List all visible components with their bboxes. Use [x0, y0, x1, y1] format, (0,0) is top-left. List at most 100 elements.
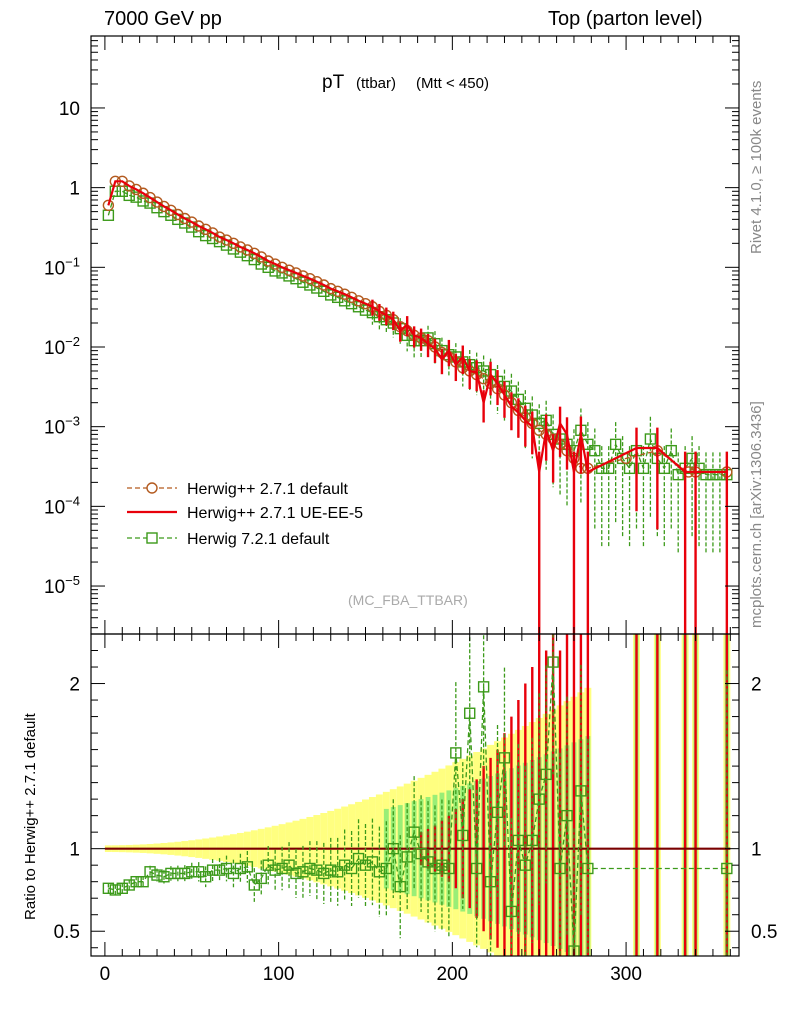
ratio-herwig721-point [394, 880, 406, 893]
herwigpp-default-point [193, 220, 205, 232]
ratio-herwig721-point [380, 862, 393, 875]
herwigpp-default-point [179, 212, 191, 225]
ratio-herwig721-point [582, 862, 594, 875]
ratio-herwig721-point [429, 862, 441, 875]
herwig721-point [589, 444, 601, 457]
herwigpp-default-point [359, 297, 372, 310]
herwig721-point [665, 444, 677, 457]
herwig721-point [325, 289, 337, 301]
ratio-herwig721-point [179, 867, 191, 880]
herwigpp-default-point [338, 288, 351, 300]
herwig721-point [533, 417, 545, 430]
ratio-herwig721-point [457, 829, 469, 842]
ratio-herwig721-point [234, 862, 247, 875]
chart-title: pT [322, 72, 345, 93]
ratio-herwig721-point [484, 875, 497, 888]
herwigpp-default-point [331, 285, 344, 297]
x-tick-label: 300 [610, 964, 642, 985]
y-tick-label: 10 [59, 99, 80, 120]
ratio-herwig721-point [498, 752, 511, 764]
herwigpp-default-point [123, 180, 135, 192]
ratio-herwig721-point [547, 656, 559, 668]
herwigpp-default-point [248, 247, 261, 259]
herwigpp-default-point [158, 200, 170, 213]
ratio-herwig721-point [401, 851, 413, 863]
ratio-herwig721-point [130, 875, 142, 888]
herwigpp-default-point [304, 272, 316, 285]
y-tick-label: 1 [69, 179, 80, 200]
ratio-herwig721-point [512, 834, 525, 847]
axes: 10 1 10−1 10−2 10−3 10−4 10−5 0 100 200 300 0.5 0.5 1… [44, 35, 777, 985]
herwig721-point [672, 468, 684, 481]
y-tick-label: 10−1 [44, 254, 80, 279]
herwig721-point [269, 265, 281, 277]
herwigpp-default-point [227, 237, 240, 250]
ratio-herwig721-point [311, 864, 323, 876]
herwigpp-default-point [290, 267, 302, 279]
ratio-herwig721-point [464, 707, 476, 719]
herwigpp-default-point [241, 244, 254, 256]
herwig721-point [714, 468, 726, 481]
ratio-herwig721-point [325, 864, 337, 876]
ratio-herwig721-point [331, 866, 344, 878]
legend-label: Herwig 7.2.1 default [187, 531, 330, 548]
herwig721-line [107, 190, 727, 476]
ratio-herwig721-point [290, 867, 302, 880]
herwigpp-default-point [220, 234, 233, 246]
ratio-herwig721-point [338, 859, 351, 871]
herwig721-point [644, 433, 657, 445]
herwig721-point [297, 276, 309, 288]
ue-ee5-line [107, 180, 727, 474]
ratio-herwig721-point [151, 869, 163, 881]
herwig721-point [311, 282, 323, 294]
ratio-herwig721-point [109, 884, 122, 896]
herwig721-point [686, 452, 698, 465]
ratio-herwig721-point [387, 842, 399, 855]
herwigpp-default-point [269, 258, 281, 270]
main-series [102, 175, 733, 634]
x-tick-label: 0 [100, 964, 111, 985]
ratio-herwig721-point [533, 793, 545, 805]
ratio-herwig721-point [206, 864, 219, 876]
ratio-herwig721-point [721, 862, 733, 875]
ratio-herwig721-point [116, 882, 128, 894]
ratio-herwig721-point [422, 856, 434, 868]
herwigpp-default-point [311, 275, 323, 288]
legend-entry-herwig721: Herwig 7.2.1 default [127, 531, 330, 548]
herwigpp-default-point [283, 264, 295, 276]
herwig721-point [345, 297, 358, 310]
herwigpp-default-point [345, 291, 358, 304]
chart-title-cut: (Mtt < 450) [416, 75, 489, 92]
herwig721-point [318, 285, 330, 297]
ratio-herwig721-point [568, 945, 580, 956]
ratio-herwig721-point [505, 905, 518, 918]
ratio-y-tick-label-right: 0.5 [751, 922, 777, 943]
herwig721-point [603, 462, 615, 475]
herwigpp-default-point [262, 255, 274, 267]
ratio-herwig721-point [554, 862, 566, 875]
ratio-herwig721-point [165, 867, 177, 880]
ratio-plot-frame [90, 633, 740, 957]
x-tick-label: 200 [436, 964, 468, 985]
y-tick-label: 10−3 [44, 414, 80, 439]
herwigpp-default-point [297, 270, 309, 282]
herwigpp-default-line [107, 180, 727, 473]
ratio-herwig721-point [283, 859, 295, 871]
ratio-y-tick-label-right: 2 [751, 675, 762, 696]
ratio-herwig721-point [526, 834, 538, 847]
herwig721-point [637, 462, 650, 475]
herwigpp-default-point [325, 282, 337, 295]
ratio-herwig721-point [575, 785, 587, 797]
ratio-herwig721-point [443, 862, 455, 875]
ratio-y-tick-label-right: 1 [751, 840, 762, 861]
y-tick-label: 10−2 [44, 334, 80, 359]
ratio-herwig721-point [366, 856, 379, 868]
y-tick-label: 10−5 [44, 573, 80, 598]
ratio-herwig721-point [172, 867, 184, 880]
herwig721-point [700, 468, 712, 481]
ratio-herwig721-point [241, 861, 254, 873]
analysis-watermark: (MC_FBA_TTBAR) [348, 592, 468, 608]
ratio-herwig721-point [491, 806, 504, 819]
ratio-herwig721-point [102, 882, 115, 894]
